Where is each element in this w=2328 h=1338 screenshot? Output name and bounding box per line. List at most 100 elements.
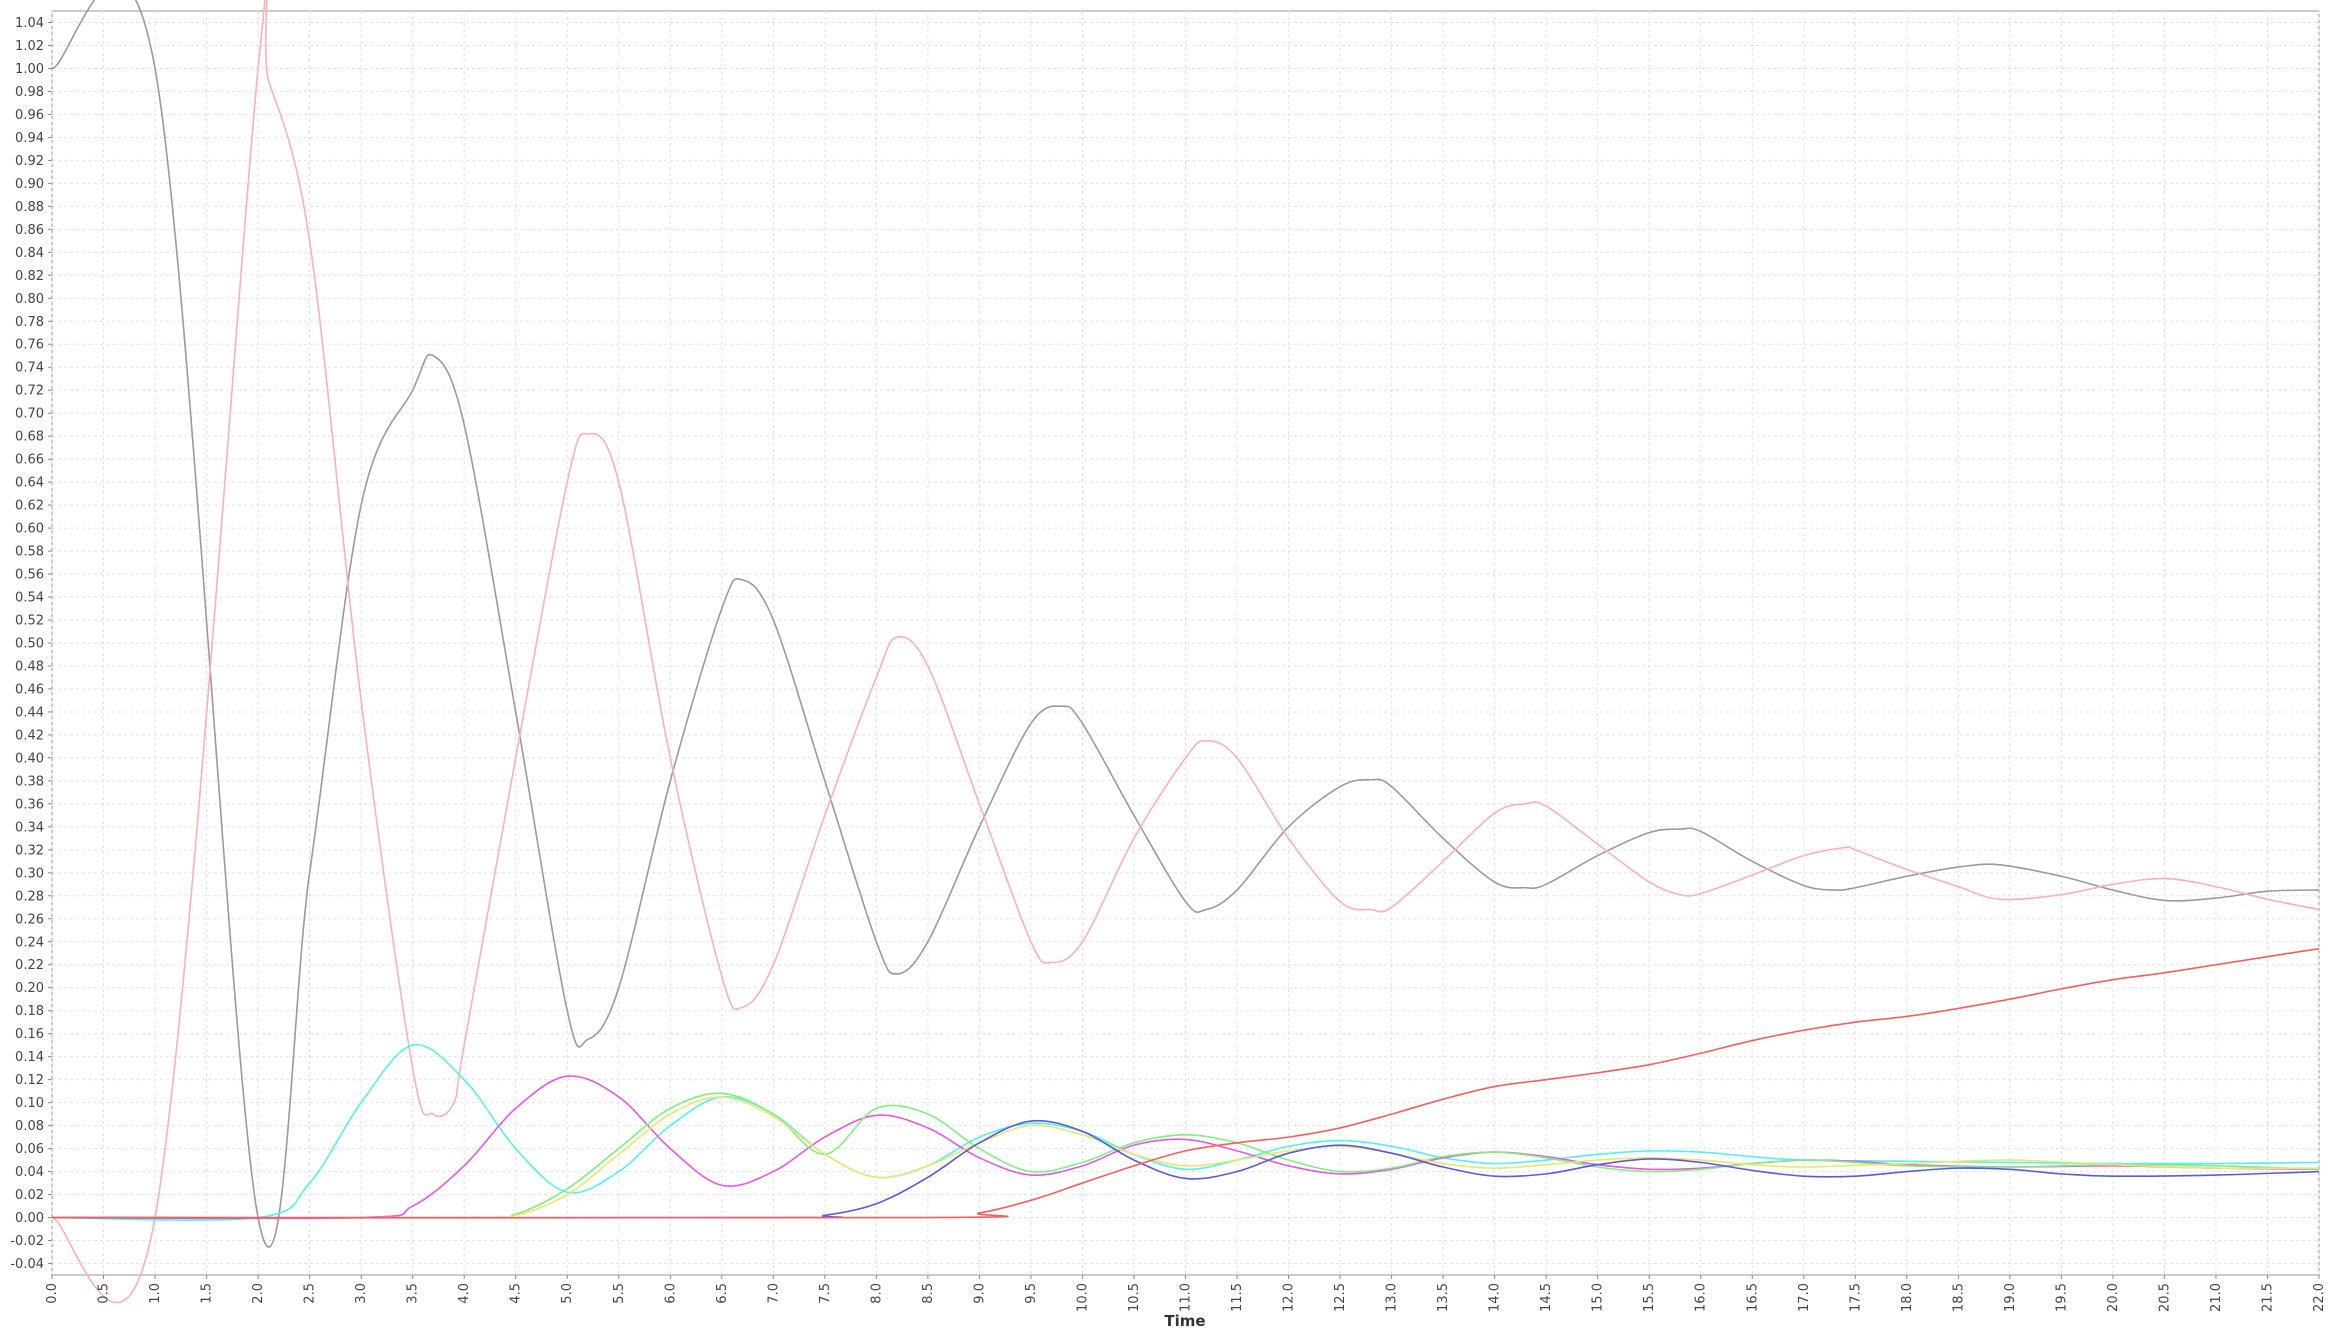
y-tick-label: 0.76	[15, 338, 44, 353]
x-tick-label: 15.5	[1642, 1283, 1657, 1312]
x-tick-label: 10.0	[1075, 1283, 1090, 1312]
x-tick-label: 0.5	[97, 1283, 112, 1304]
y-tick-label: 0.68	[15, 430, 44, 445]
x-tick-label: 12.0	[1282, 1283, 1297, 1312]
x-axis-title: Time	[1164, 1312, 1205, 1330]
y-tick-label: 0.70	[15, 407, 44, 422]
y-tick-label: 0.48	[15, 659, 44, 674]
grid	[51, 11, 2320, 1275]
y-tick-label: 0.30	[15, 866, 44, 881]
y-tick-label: 0.56	[15, 568, 44, 583]
y-tick-label: 1.02	[15, 39, 44, 54]
x-tick-label: 16.0	[1694, 1283, 1709, 1312]
y-tick-label: 0.52	[15, 614, 44, 629]
y-tick-label: 0.90	[15, 177, 44, 192]
y-tick-label: 0.08	[15, 1119, 44, 1134]
y-tick-label: 0.38	[15, 774, 44, 789]
x-tick-label: 8.5	[921, 1283, 936, 1304]
y-tick-label: 0.62	[15, 499, 44, 514]
y-tick-label: 0.84	[15, 246, 44, 261]
x-tick-label: 3.5	[406, 1283, 421, 1304]
y-tick-label: 0.58	[15, 545, 44, 560]
y-tick-label: 0.80	[15, 292, 44, 307]
y-tick-label: 0.00	[15, 1211, 44, 1226]
x-tick-label: 13.0	[1385, 1283, 1400, 1312]
y-tick-label: 0.40	[15, 751, 44, 766]
y-tick-label: 0.02	[15, 1188, 44, 1203]
y-tick-label: 0.92	[15, 154, 44, 169]
y-tick-label: 0.50	[15, 637, 44, 652]
x-tick-label: 0.0	[45, 1283, 60, 1304]
x-tick-label: 5.0	[560, 1283, 575, 1304]
y-tick-label: 0.88	[15, 200, 44, 215]
series-lines	[51, 0, 2320, 1304]
x-tick-label: 21.5	[2260, 1283, 2275, 1312]
y-tick-label: 0.86	[15, 223, 44, 238]
x-tick-label: 16.5	[1745, 1283, 1760, 1312]
x-tick-label: 21.0	[2209, 1283, 2224, 1312]
series-line-8	[51, 947, 2320, 1219]
x-tick-label: 9.5	[1024, 1283, 1039, 1304]
y-axis: -0.04 -0.02 0.00 0.02 0.04 0.06 0.08 0.10 0.12 0.…	[10, 16, 52, 1272]
series-line-1	[51, 0, 2320, 1248]
x-tick-label: 6.0	[663, 1283, 678, 1304]
x-tick-label: 3.0	[354, 1283, 369, 1304]
y-tick-label: 0.54	[15, 591, 44, 606]
y-tick-label: 0.94	[15, 131, 44, 146]
y-tick-label: -0.04	[10, 1257, 44, 1272]
y-tick-label: 0.20	[15, 981, 44, 996]
x-tick-label: 2.5	[303, 1283, 318, 1304]
y-tick-label: 0.42	[15, 728, 44, 743]
x-tick-label: 15.0	[1591, 1283, 1606, 1312]
x-tick-label: 18.0	[1900, 1283, 1915, 1312]
y-tick-label: 1.04	[15, 16, 44, 31]
y-tick-label: 0.28	[15, 889, 44, 904]
x-tick-label: 4.0	[457, 1283, 472, 1304]
x-tick-label: 20.0	[2106, 1283, 2121, 1312]
y-tick-label: 0.98	[15, 85, 44, 100]
x-tick-label: 1.0	[148, 1283, 163, 1304]
x-tick-label: 18.5	[1951, 1283, 1966, 1312]
y-tick-label: 0.74	[15, 361, 44, 376]
x-tick-label: 1.5	[200, 1283, 215, 1304]
x-tick-label: 2.0	[251, 1283, 266, 1304]
x-tick-label: 17.5	[1848, 1283, 1863, 1312]
x-tick-label: 9.0	[972, 1283, 987, 1304]
y-tick-label: 0.64	[15, 476, 44, 491]
y-tick-label: 0.14	[15, 1050, 44, 1065]
y-tick-label: 0.04	[15, 1165, 44, 1180]
x-tick-label: 19.5	[2054, 1283, 2069, 1312]
y-tick-label: 0.66	[15, 453, 44, 468]
x-tick-label: 20.5	[2157, 1283, 2172, 1312]
x-tick-label: 7.5	[818, 1283, 833, 1304]
x-tick-label: 12.5	[1333, 1283, 1348, 1312]
x-tick-label: 14.0	[1488, 1283, 1503, 1312]
x-tick-label: 10.5	[1127, 1283, 1142, 1312]
x-tick-label: 11.5	[1230, 1283, 1245, 1312]
y-tick-label: 0.78	[15, 315, 44, 330]
x-axis: 0.0 0.5 1.0 1.5 2.0 2.5 3.0 3.5 4.0 4.5 5.0 5.5 6.0 6…	[45, 1275, 2327, 1312]
y-tick-label: 0.10	[15, 1096, 44, 1111]
y-tick-label: 0.26	[15, 912, 44, 927]
y-tick-label: 0.72	[15, 384, 44, 399]
x-tick-label: 14.5	[1539, 1283, 1554, 1312]
x-tick-label: 7.0	[766, 1283, 781, 1304]
x-tick-label: 13.5	[1436, 1283, 1451, 1312]
y-tick-label: 0.82	[15, 269, 44, 284]
y-tick-label: 0.24	[15, 935, 44, 950]
series-line-2	[51, 0, 2320, 1304]
x-tick-label: 8.0	[869, 1283, 884, 1304]
y-tick-label: 1.00	[15, 62, 44, 77]
y-tick-label: 0.32	[15, 843, 44, 858]
y-tick-label: 0.16	[15, 1027, 44, 1042]
y-tick-label: 0.36	[15, 797, 44, 812]
x-tick-label: 17.0	[1797, 1283, 1812, 1312]
y-tick-label: 0.22	[15, 958, 44, 973]
x-tick-label: 11.0	[1179, 1283, 1194, 1312]
x-tick-label: 6.5	[715, 1283, 730, 1304]
series-line-6	[51, 1096, 2320, 1219]
y-tick-label: 0.96	[15, 108, 44, 123]
x-tick-label: 19.0	[2003, 1283, 2018, 1312]
